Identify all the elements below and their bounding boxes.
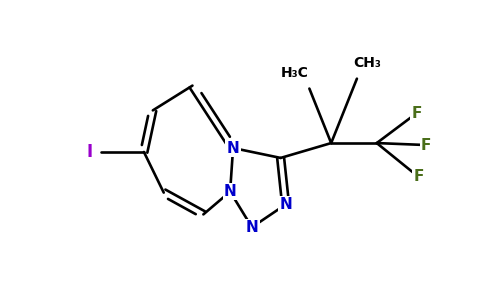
Text: N: N [227,140,240,155]
Text: H₃C: H₃C [281,66,308,80]
Text: N: N [224,184,237,199]
Text: F: F [411,106,422,121]
Text: N: N [245,220,258,235]
Text: I: I [86,143,92,161]
Text: N: N [279,197,292,212]
Text: CH₃: CH₃ [353,56,381,70]
Text: F: F [421,137,431,152]
Text: F: F [413,169,424,184]
